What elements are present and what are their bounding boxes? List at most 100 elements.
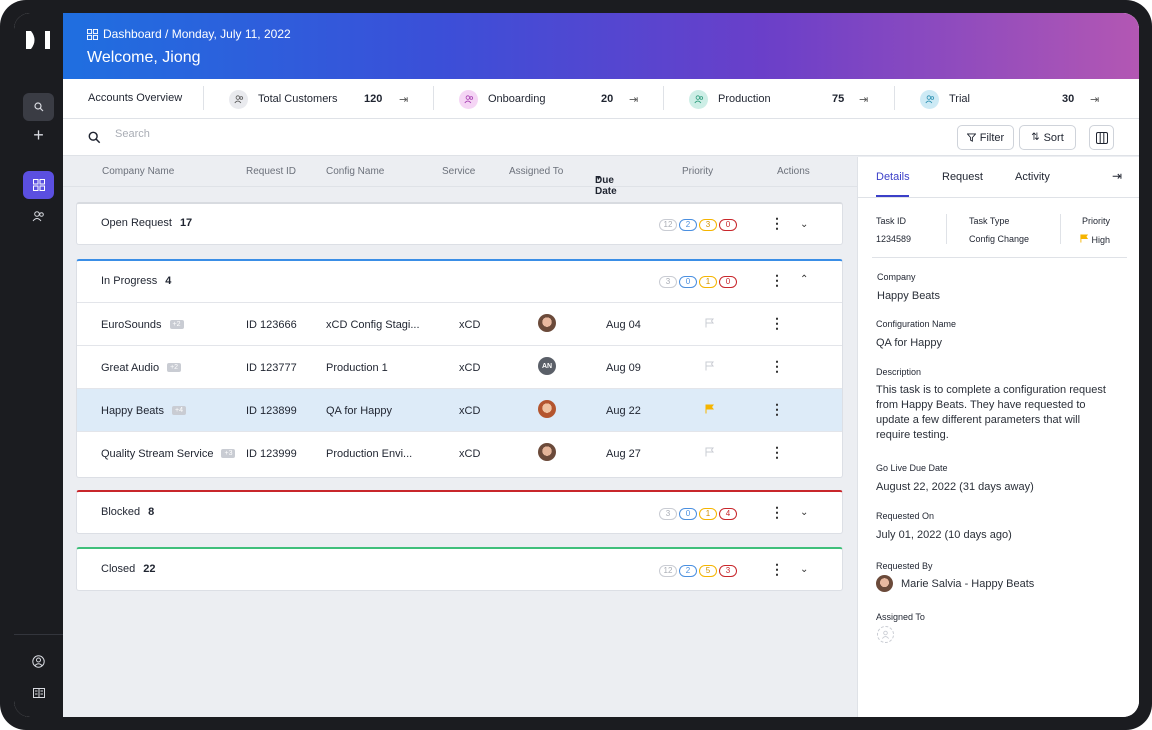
tab-request[interactable]: Request bbox=[942, 171, 983, 183]
rail-profile-button[interactable] bbox=[23, 647, 54, 675]
group-blocked[interactable]: Blocked 8 3 0 1 4 ⋮ ⌄ bbox=[76, 490, 843, 534]
assign-user-icon[interactable] bbox=[877, 626, 894, 643]
breadcrumb: Dashboard / Monday, July 11, 2022 bbox=[87, 27, 291, 41]
welcome-title: Welcome, Jiong bbox=[87, 49, 201, 66]
flag-icon[interactable] bbox=[705, 361, 715, 371]
col-service[interactable]: Service bbox=[442, 166, 476, 177]
rail-search-button[interactable] bbox=[23, 93, 54, 121]
flag-icon[interactable] bbox=[705, 404, 715, 414]
stat-trial[interactable]: Trial 30 ⇥ bbox=[920, 87, 1105, 111]
badge-count: 3 bbox=[659, 276, 677, 288]
stat-label: Total Customers bbox=[258, 93, 338, 105]
col-actions: Actions bbox=[777, 166, 810, 177]
chevron-down-icon[interactable]: ⌄ bbox=[800, 219, 809, 230]
badge-count: 12 bbox=[659, 219, 677, 231]
rail-docs-button[interactable] bbox=[23, 679, 54, 707]
col-assigned[interactable]: Assigned To bbox=[509, 166, 564, 177]
chevron-down-icon[interactable]: ⌄ bbox=[800, 564, 809, 575]
row-due-date: Aug 09 bbox=[606, 362, 641, 374]
col-config[interactable]: Config Name bbox=[326, 166, 385, 177]
more-icon[interactable]: ⋮ bbox=[770, 444, 784, 460]
badge-count: 3 bbox=[699, 219, 717, 231]
sort-button[interactable]: ⇅ Sort bbox=[1019, 125, 1076, 150]
flag-icon[interactable] bbox=[705, 318, 715, 328]
stat-label: Onboarding bbox=[488, 93, 546, 105]
users-icon bbox=[689, 89, 708, 109]
more-icon[interactable]: ⋮ bbox=[770, 272, 784, 288]
row-request-id: ID 123777 bbox=[246, 362, 297, 374]
avatar[interactable] bbox=[538, 314, 556, 332]
more-icon[interactable]: ⋮ bbox=[770, 504, 784, 520]
flag-icon[interactable] bbox=[705, 447, 715, 457]
badge-count: 2 bbox=[679, 219, 697, 231]
col-request-id[interactable]: Request ID bbox=[246, 166, 297, 177]
table-row[interactable]: Quality Stream Service +3 ID 123999 Produ… bbox=[77, 431, 842, 474]
rail-dashboard-button[interactable] bbox=[23, 171, 54, 199]
search-icon bbox=[88, 131, 101, 144]
group-count: 8 bbox=[148, 506, 155, 518]
group-open-request[interactable]: Open Request 17 12 2 3 0 ⋮ ⌄ bbox=[76, 202, 843, 245]
row-due-date: Aug 22 bbox=[606, 405, 641, 417]
badge-count: 3 bbox=[719, 565, 737, 577]
panel-tab-divider bbox=[858, 197, 1139, 198]
status-badges: 3 0 1 4 bbox=[659, 508, 737, 520]
chevron-up-icon[interactable]: ⌃ bbox=[800, 274, 809, 285]
avatar[interactable]: AN bbox=[538, 357, 556, 375]
header-banner: Dashboard / Monday, July 11, 2022 Welcom… bbox=[63, 13, 1139, 79]
rail-add-button[interactable]: + bbox=[23, 121, 54, 149]
rail-users-button[interactable] bbox=[23, 202, 54, 230]
columns-button[interactable] bbox=[1089, 125, 1114, 150]
more-icon[interactable]: ⋮ bbox=[770, 561, 784, 577]
table-row[interactable]: EuroSounds +2 ID 123666 xCD Config Stagi.… bbox=[77, 302, 842, 345]
tab-activity[interactable]: Activity bbox=[1015, 171, 1050, 183]
stat-production[interactable]: Production 75 ⇥ bbox=[689, 87, 874, 111]
collapse-panel-icon[interactable]: ⇥ bbox=[1112, 169, 1123, 183]
row-service: xCD bbox=[459, 448, 481, 460]
avatar[interactable] bbox=[538, 400, 556, 418]
open-icon[interactable]: ⇥ bbox=[859, 93, 869, 106]
open-icon[interactable]: ⇥ bbox=[629, 93, 639, 106]
stat-total-customers[interactable]: Total Customers 120 ⇥ bbox=[229, 87, 414, 111]
group-title: Closed 22 bbox=[101, 563, 156, 575]
dashboard-icon bbox=[87, 28, 98, 40]
group-title[interactable]: In Progress 4 bbox=[101, 275, 171, 287]
stat-onboarding[interactable]: Onboarding 20 ⇥ bbox=[459, 87, 644, 111]
status-badges: 12 2 5 3 bbox=[659, 565, 737, 577]
company-name: Great Audio bbox=[101, 362, 160, 374]
col-company[interactable]: Company Name bbox=[102, 166, 175, 177]
filter-button[interactable]: Filter bbox=[957, 125, 1014, 150]
more-icon[interactable]: ⋮ bbox=[770, 358, 784, 374]
table-row[interactable]: Great Audio +2 ID 123777 Production 1 xCD… bbox=[77, 345, 842, 388]
open-icon[interactable]: ⇥ bbox=[1090, 93, 1100, 106]
group-closed[interactable]: Closed 22 12 2 5 3 ⋮ ⌄ bbox=[76, 547, 843, 591]
avatar bbox=[876, 575, 893, 592]
requested-on-label: Requested On bbox=[876, 511, 935, 521]
users-icon bbox=[459, 89, 478, 109]
requested-on-value: July 01, 2022 (10 days ago) bbox=[876, 529, 1012, 541]
group-count: 4 bbox=[165, 275, 172, 287]
app-logo bbox=[26, 31, 50, 49]
open-icon[interactable]: ⇥ bbox=[399, 93, 409, 106]
row-config: Production Envi... bbox=[326, 448, 413, 460]
flag-icon bbox=[1080, 234, 1089, 243]
more-icon[interactable]: ⋮ bbox=[770, 215, 784, 231]
sort-label: Sort bbox=[1043, 131, 1064, 144]
group-title-text: Open Request bbox=[101, 217, 172, 229]
search-input[interactable] bbox=[115, 128, 415, 140]
col-priority[interactable]: Priority bbox=[682, 166, 714, 177]
row-request-id: ID 123666 bbox=[246, 319, 297, 331]
divider bbox=[894, 86, 895, 110]
chevron-down-icon[interactable]: ⌄ bbox=[800, 507, 809, 518]
more-icon[interactable]: ⋮ bbox=[770, 315, 784, 331]
divider bbox=[203, 86, 204, 110]
divider bbox=[946, 214, 947, 244]
row-company: Quality Stream Service +3 bbox=[101, 448, 236, 460]
group-title: Open Request 17 bbox=[101, 217, 192, 229]
row-service: xCD bbox=[459, 319, 481, 331]
company-name: EuroSounds bbox=[101, 319, 162, 331]
more-icon[interactable]: ⋮ bbox=[770, 401, 784, 417]
tab-details[interactable]: Details bbox=[876, 171, 910, 183]
stat-value: 75 bbox=[832, 93, 845, 105]
avatar[interactable] bbox=[538, 443, 556, 461]
table-row-selected[interactable]: Happy Beats +4 ID 123899 QA for Happy xCD… bbox=[77, 388, 842, 431]
